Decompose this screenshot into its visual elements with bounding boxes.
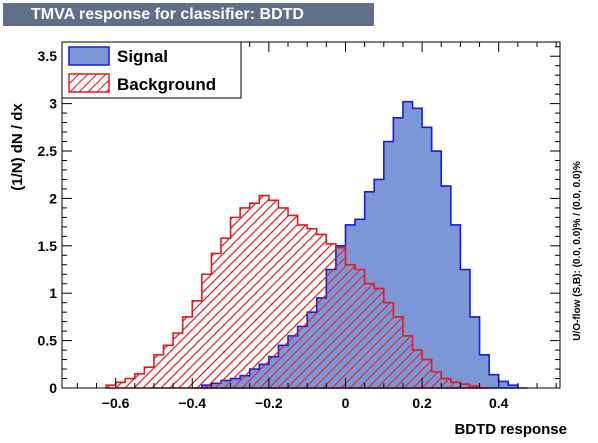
y-tick-label: 3 — [49, 96, 57, 112]
signal-bin — [422, 127, 432, 389]
y-tick-label: 1.5 — [38, 238, 58, 254]
y-tick-label: 1 — [49, 285, 57, 301]
legend: Signal Background — [61, 41, 242, 99]
background-bin-overlay — [345, 264, 356, 388]
overflow-note: U/O-flow (S,B): (0.0, 0.0)% / (0.0, 0.0)… — [572, 161, 583, 341]
y-axis-title: (1/N) dN / dx — [9, 103, 26, 191]
background-bin-overlay — [211, 253, 221, 388]
background-bin-overlay — [278, 207, 289, 388]
background-bin-overlay — [288, 215, 298, 388]
background-bin-overlay — [412, 350, 423, 388]
background-bin-overlay — [268, 200, 279, 388]
background-bin-overlay — [182, 316, 193, 388]
x-axis-title: BDTD response — [454, 421, 567, 438]
background-bin-overlay — [163, 345, 174, 388]
background-bin-overlay — [249, 203, 260, 388]
background-bin-overlay — [402, 335, 413, 388]
background-bin-overlay — [230, 217, 241, 388]
background-bin-overlay — [393, 316, 403, 388]
background-bin-overlay — [259, 195, 269, 388]
background-bin-overlay — [422, 359, 432, 388]
x-tick-label: 0.2 — [412, 395, 432, 411]
signal-bin — [402, 101, 413, 388]
y-tick-label: 3.5 — [38, 48, 58, 64]
chart-title: TMVA response for classifier: BDTD — [3, 3, 374, 26]
signal-bin — [393, 117, 404, 388]
background-bin-overlay — [355, 269, 365, 388]
background-bin-overlay — [192, 300, 202, 388]
background-bin-overlay — [335, 247, 346, 388]
signal-bin — [479, 354, 490, 388]
background-bin-overlay — [374, 288, 384, 388]
background-outline — [105, 194, 490, 389]
signal-bin — [498, 381, 509, 388]
background-bin-overlay — [240, 207, 250, 388]
background-bin-overlay — [383, 302, 394, 388]
background-outline-path — [105, 194, 490, 389]
signal-bin — [469, 316, 480, 388]
signal-bin — [374, 179, 385, 388]
background-bin-overlay — [115, 382, 126, 388]
signal-bin — [460, 269, 471, 388]
background-bin-overlay — [441, 378, 451, 388]
signal-bin — [508, 385, 519, 388]
x-tick-label: −0.6 — [102, 395, 130, 411]
background-bin-overlay — [316, 234, 327, 388]
background-bin-overlay — [220, 238, 231, 388]
background-bin-overlay — [431, 371, 442, 388]
signal-bin — [431, 151, 442, 388]
y-tick-label: 2.5 — [38, 143, 58, 159]
background-bin-overlay — [460, 384, 470, 388]
background-bin-overlay — [106, 385, 116, 388]
legend-swatch-signal — [68, 46, 110, 66]
signal-bin — [383, 141, 394, 388]
legend-label-background: Background — [117, 75, 216, 94]
y-tick-label: 0 — [49, 380, 57, 396]
background-bin-overlay — [144, 367, 154, 388]
background-bin-overlay — [153, 354, 164, 388]
x-tick-label: 0.4 — [489, 395, 509, 411]
background-bin-overlay — [450, 382, 461, 388]
signal-bin — [412, 108, 423, 388]
y-tick-label: 0.5 — [38, 333, 58, 349]
x-tick-label: −0.2 — [255, 395, 283, 411]
background-bin-overlay — [469, 386, 480, 388]
background-bin-overlay — [173, 333, 183, 388]
signal-bin — [441, 186, 452, 388]
signal-bin — [489, 374, 500, 388]
signal-bin — [450, 224, 461, 388]
background-bin-overlay — [307, 228, 317, 388]
x-tick-label: 0 — [342, 395, 350, 411]
background-bin-overlay — [364, 283, 375, 388]
background-bin-overlay — [297, 224, 308, 388]
y-tick-label: 2 — [49, 190, 57, 206]
background-bin-overlay — [201, 274, 212, 388]
background-bin-overlay — [134, 373, 145, 388]
background-bin-overlay — [125, 378, 135, 388]
legend-label-signal: Signal — [117, 47, 168, 66]
x-tick-label: −0.4 — [178, 395, 206, 411]
legend-swatch-background — [68, 73, 110, 93]
background-bin-overlay — [326, 243, 336, 388]
